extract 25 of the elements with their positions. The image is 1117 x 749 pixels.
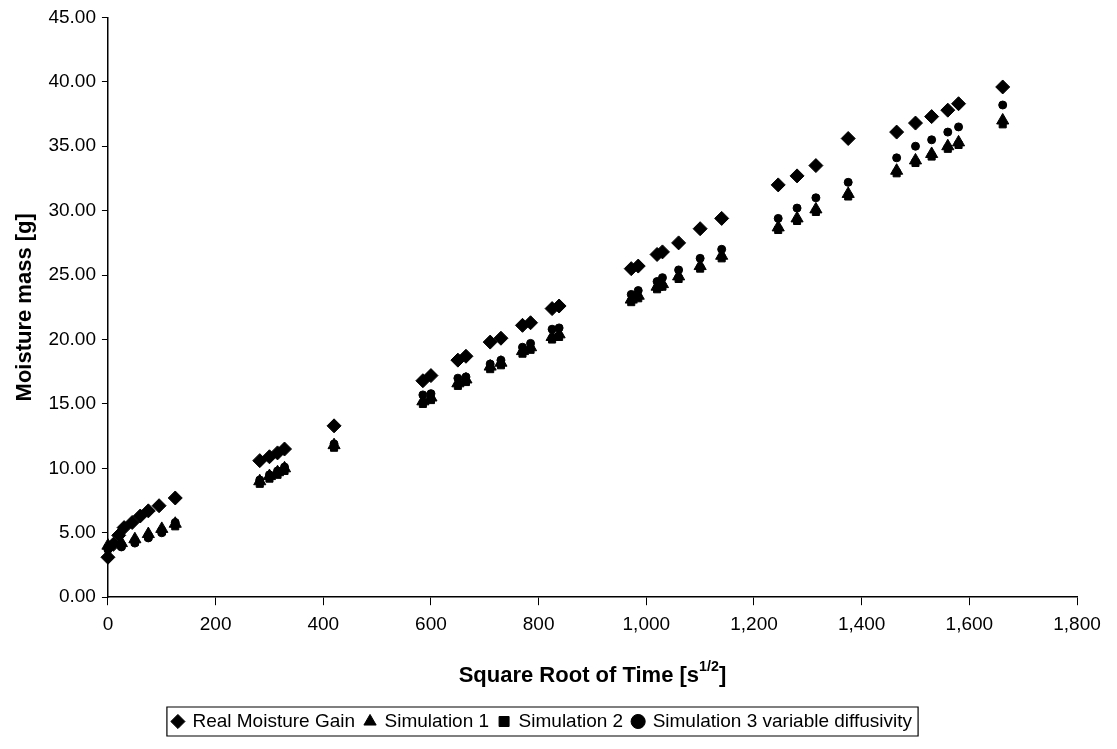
x-tick-label: 1,600 [945, 612, 994, 634]
y-tick-label: 30.00 [48, 198, 96, 220]
legend-label: Real Moisture Gain [192, 709, 356, 731]
legend-label: Simulation 3 variable diffusivity [652, 709, 913, 731]
x-tick-label: 600 [415, 612, 447, 634]
x-tick-label: 1,800 [1053, 612, 1101, 634]
x-tick-label: 1,000 [622, 612, 671, 634]
y-tick-label: 15.00 [48, 392, 96, 414]
y-tick-label: 0.00 [58, 585, 96, 607]
y-tick-label: 40.00 [48, 70, 96, 92]
y-tick-label: 45.00 [48, 5, 96, 27]
y-tick-label: 35.00 [48, 134, 96, 156]
x-tick-label: 800 [522, 612, 555, 634]
y-tick-label: 10.00 [48, 456, 96, 478]
y-axis-title: Moisture mass [g] [11, 213, 37, 402]
x-tick-label: 200 [199, 612, 232, 634]
y-tick-label: 20.00 [48, 327, 96, 349]
x-tick-label: 0 [102, 612, 114, 634]
x-tick-label: 400 [307, 612, 340, 634]
legend-label: Simulation 2 [518, 709, 624, 731]
x-tick-label: 1,400 [837, 612, 886, 634]
y-tick-label: 5.00 [58, 521, 96, 543]
y-tick-label: 25.00 [48, 263, 96, 285]
legend-label: Simulation 1 [384, 709, 490, 731]
x-tick-label: 1,200 [730, 612, 778, 634]
